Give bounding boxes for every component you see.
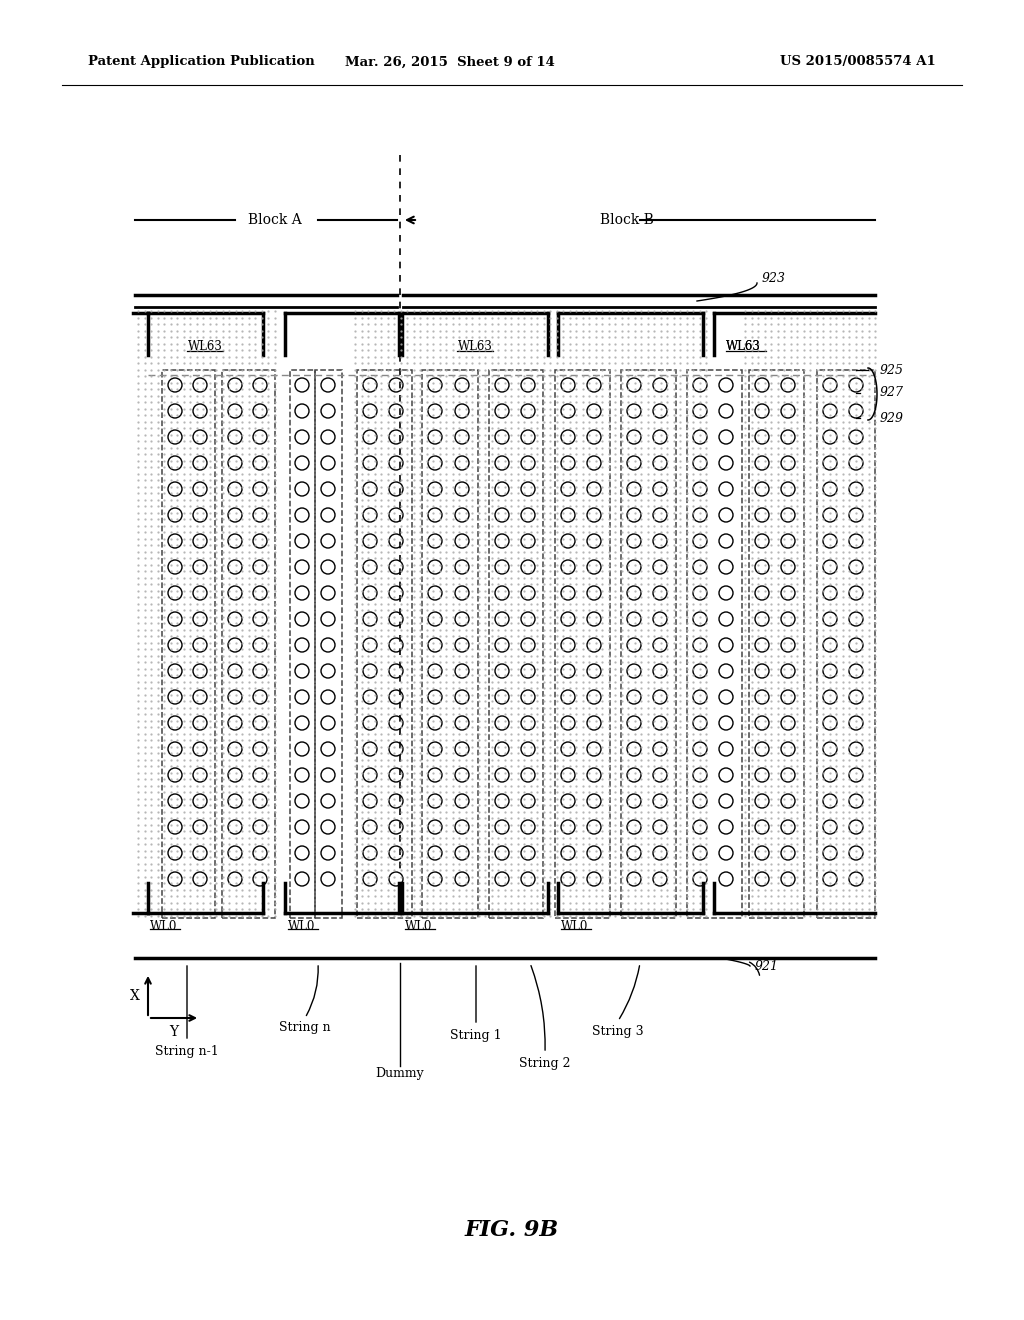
Text: String n: String n	[280, 1022, 331, 1035]
Text: WL0: WL0	[406, 920, 432, 932]
Bar	[422, 370, 478, 917]
Text: WL63: WL63	[187, 341, 222, 354]
Text: Y: Y	[169, 1026, 178, 1039]
Text: WL0: WL0	[288, 920, 315, 932]
Text: String 2: String 2	[519, 1056, 570, 1069]
Text: WL63: WL63	[726, 341, 761, 354]
Bar	[162, 370, 215, 917]
Text: String 3: String 3	[592, 1024, 644, 1038]
Text: WL63: WL63	[458, 341, 493, 354]
Text: 927: 927	[880, 387, 904, 400]
Text: 923: 923	[762, 272, 786, 285]
Text: Patent Application Publication: Patent Application Publication	[88, 55, 314, 69]
Bar	[315, 370, 342, 917]
Text: Dummy: Dummy	[376, 1067, 424, 1080]
Bar	[621, 370, 676, 917]
Bar	[290, 370, 315, 917]
Text: String 1: String 1	[451, 1028, 502, 1041]
Text: Mar. 26, 2015  Sheet 9 of 14: Mar. 26, 2015 Sheet 9 of 14	[345, 55, 555, 69]
Bar	[817, 370, 874, 917]
Text: WL0: WL0	[561, 920, 589, 932]
Text: WL63: WL63	[726, 341, 761, 354]
Text: WL0: WL0	[150, 920, 177, 932]
Text: FIG. 9B: FIG. 9B	[465, 1218, 559, 1241]
Bar	[222, 370, 275, 917]
Bar	[687, 370, 742, 917]
Bar	[489, 370, 543, 917]
Bar	[357, 370, 412, 917]
Bar	[749, 370, 804, 917]
Text: 925: 925	[880, 363, 904, 376]
Text: 929: 929	[880, 412, 904, 425]
Text: Block B: Block B	[600, 213, 654, 227]
Text: String n-1: String n-1	[155, 1044, 219, 1057]
Text: US 2015/0085574 A1: US 2015/0085574 A1	[780, 55, 936, 69]
Bar	[555, 370, 610, 917]
Text: X: X	[130, 989, 140, 1003]
Text: 921: 921	[755, 960, 779, 973]
Text: Block A: Block A	[248, 213, 302, 227]
